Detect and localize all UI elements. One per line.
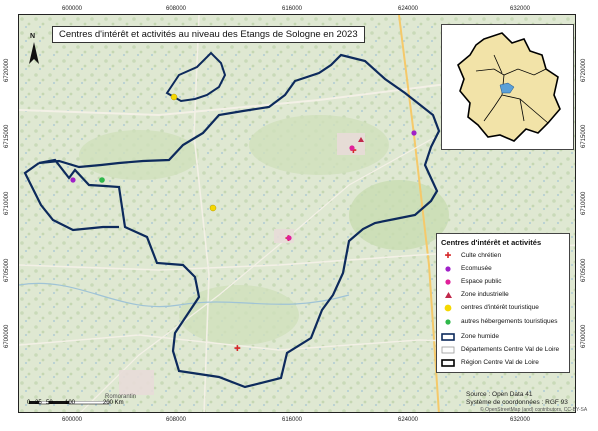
- ecomusee-marker[interactable]: [70, 177, 76, 183]
- y-tick-right: 6720000: [581, 58, 587, 82]
- y-tick-right: 6705000: [581, 258, 587, 282]
- legend-label: Région Centre Val de Loire: [461, 359, 539, 366]
- zone-humide-north: [165, 51, 227, 103]
- ecomusee-marker[interactable]: [411, 130, 417, 136]
- poi-markers: ✚ ✚ ✚: [70, 93, 417, 353]
- legend-item-zone-humide: Zone humide: [441, 331, 499, 342]
- y-tick: 6700000: [4, 324, 10, 348]
- y-tick: 6705000: [4, 258, 10, 282]
- zone-humide-main: [38, 53, 441, 389]
- scale-label: 200 Km: [103, 400, 124, 406]
- legend-item-departements: Départements Centre Val de Loire: [441, 344, 559, 355]
- hebergement-marker[interactable]: [99, 177, 105, 183]
- legend-label: Espace public: [461, 278, 502, 285]
- legend-item-zone-industrielle: Zone industrielle: [441, 289, 509, 300]
- region-inset-icon: [457, 32, 561, 142]
- outline-swatch-icon: [441, 345, 455, 355]
- x-tick: 616000: [282, 6, 303, 12]
- scale-label: 25: [35, 400, 42, 406]
- attribution: © OpenStreetMap (and) contributors, CC-B…: [480, 407, 588, 413]
- legend-label: Culte chrétien: [461, 252, 502, 259]
- outline-swatch-icon: [441, 332, 455, 342]
- legend-label: autres hébergements touristiques: [461, 318, 558, 325]
- x-tick: 608000: [166, 6, 187, 12]
- x-tick: 600000: [62, 6, 83, 12]
- x-tick-bottom: 616000: [282, 417, 303, 423]
- x-tick-bottom: 608000: [166, 417, 187, 423]
- legend-label: Zone industrielle: [461, 291, 509, 298]
- scale-label: 100: [65, 400, 76, 406]
- source-text: Source : Open Data 41 Système de coordon…: [466, 391, 568, 406]
- legend-item-hebergements: autres hébergements touristiques: [441, 316, 557, 327]
- source-line: Source : Open Data 41: [466, 391, 533, 398]
- legend-title: Centres d'intérêt et activités: [441, 238, 542, 247]
- green-dot-icon: [441, 317, 455, 327]
- y-tick-right: 6700000: [581, 324, 587, 348]
- legend-item-region: Région Centre Val de Loire: [441, 357, 539, 368]
- y-tick-right: 6710000: [581, 191, 587, 215]
- legend-item-ecomusee: Ecomusée: [441, 263, 492, 274]
- centre-interet-marker[interactable]: [209, 204, 217, 212]
- y-tick: 6720000: [4, 58, 10, 82]
- x-tick: 624000: [398, 6, 419, 12]
- map-title: Centres d'intérêt et activités au niveau…: [52, 26, 365, 43]
- north-label: N: [30, 33, 36, 40]
- crs-line: Système de coordonnées : RGF 93: [466, 398, 568, 406]
- x-tick-bottom: 624000: [398, 417, 419, 423]
- yellow-dot-icon: [441, 303, 455, 313]
- espace-public-marker[interactable]: [286, 235, 292, 241]
- x-tick: 632000: [510, 6, 531, 12]
- culte-chretien-marker[interactable]: ✚: [350, 146, 357, 155]
- legend-item-culte: ✚ Culte chrétien: [441, 250, 501, 261]
- outline-swatch-icon: [441, 358, 455, 368]
- y-tick: 6710000: [4, 191, 10, 215]
- purple-dot-icon: [441, 264, 455, 274]
- espace-public-marker[interactable]: [349, 145, 355, 151]
- x-tick-bottom: 632000: [510, 417, 531, 423]
- legend-item-centres-interet: centres d'intérêt touristique: [441, 302, 539, 313]
- place-label-romorantin: Romorantin: [105, 394, 136, 400]
- zone-industrielle-marker[interactable]: [358, 137, 364, 142]
- legend-label: Départements Centre Val de Loire: [461, 346, 560, 353]
- legend-item-espace-public: Espace public: [441, 276, 501, 287]
- scale-label: 0: [27, 400, 31, 406]
- scale-label: 50: [46, 400, 53, 406]
- centre-interet-marker[interactable]: [170, 93, 178, 101]
- x-tick-bottom: 600000: [62, 417, 83, 423]
- legend-label: centres d'intérêt touristique: [461, 304, 539, 311]
- scale-bar-graphic: [29, 400, 110, 405]
- triangle-icon: [441, 290, 455, 300]
- legend: Centres d'intérêt et activités ✚ Culte c…: [436, 233, 570, 373]
- pink-dot-icon: [441, 277, 455, 287]
- y-tick-right: 6715000: [581, 124, 587, 148]
- cross-icon: ✚: [444, 251, 452, 260]
- legend-label: Ecomusée: [461, 265, 492, 272]
- legend-label: Zone humide: [461, 333, 499, 340]
- y-tick: 6715000: [4, 124, 10, 148]
- inset-map: [441, 24, 574, 150]
- scale-bar: 0 25 50 100 200 Km: [27, 396, 124, 414]
- culte-chretien-marker[interactable]: ✚: [234, 344, 241, 353]
- north-arrow-icon: [29, 42, 39, 64]
